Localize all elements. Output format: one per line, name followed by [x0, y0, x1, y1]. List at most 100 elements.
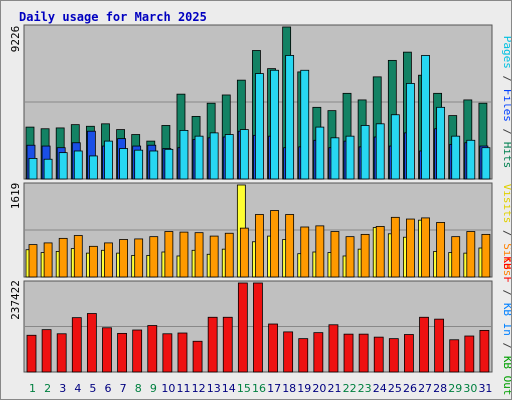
sites-bar [421, 217, 430, 278]
legend-segment: KB In [501, 303, 511, 336]
pages-bar [224, 134, 234, 180]
pages-bar [481, 147, 491, 180]
sites-bar [43, 242, 53, 278]
day-label: 20 [312, 382, 326, 395]
kbf-bar [388, 338, 399, 373]
day-label: 3 [59, 382, 66, 395]
middle-legend-label: Visits / Sites [501, 184, 511, 277]
day-label: 24 [373, 382, 387, 395]
legend-segment: / [501, 283, 511, 303]
pages-bar [300, 69, 310, 180]
legend-segment: Sites [501, 243, 511, 276]
sites-bar [239, 227, 249, 278]
kbf-bar [283, 331, 294, 373]
day-label: 7 [120, 382, 127, 395]
day-axis-labels: 1 2 3 4 5 6 7 8 9 10 11 12 13 14 15 16 17 18 19 20 21 22 23 24 2… [29, 382, 492, 395]
kbf-bar [207, 316, 218, 373]
pages-bar [88, 155, 98, 180]
day-label: 16 [252, 382, 266, 395]
legend-segment: / [501, 223, 511, 243]
pages-bar [28, 158, 38, 180]
day-label: 25 [388, 382, 402, 395]
day-label: 21 [327, 382, 341, 395]
sites-bar [194, 232, 204, 278]
sites-bar [209, 235, 219, 278]
kbf-bar [449, 339, 460, 373]
pages-bar [58, 152, 68, 180]
sites-bar [300, 226, 310, 278]
day-label: 30 [463, 382, 477, 395]
sites-bar [360, 233, 370, 278]
pages-bar [451, 135, 461, 180]
left-axis-labels: 9226 1619 237422 [9, 26, 22, 320]
chart-title: Daily usage for March 2025 [19, 10, 207, 24]
sites-bar [73, 235, 83, 278]
kbf-bar [343, 333, 354, 373]
sites-bar [466, 231, 476, 278]
kbf-bar [162, 333, 173, 373]
pages-bar [73, 150, 83, 180]
sites-bar [375, 226, 385, 278]
pages-bar [390, 114, 400, 180]
sites-bar [255, 214, 264, 278]
day-label: 15 [237, 382, 251, 395]
kbf-bar [222, 316, 233, 373]
day-label: 17 [267, 382, 281, 395]
sites-bar [224, 232, 234, 278]
sites-bar [104, 242, 113, 278]
kbf-bar [177, 332, 188, 373]
day-label: 5 [89, 382, 96, 395]
pages-bar [285, 55, 295, 180]
sites-bar [28, 244, 38, 278]
kbf-bar [102, 327, 112, 373]
day-label: 22 [343, 382, 357, 395]
top-legend-label: Pages / Files / Hits [501, 36, 511, 169]
pages-bar [209, 132, 219, 180]
day-label: 23 [358, 382, 372, 395]
day-label: 11 [177, 382, 191, 395]
pages-bar [466, 139, 476, 180]
pages-bar [421, 55, 430, 180]
pages-bar [315, 126, 325, 180]
kbf-bar [237, 282, 248, 373]
day-label: 8 [135, 382, 142, 395]
day-label: 28 [433, 382, 447, 395]
pages-bar [194, 135, 204, 180]
kbf-bar [373, 336, 384, 373]
pages-bar [270, 69, 279, 180]
kbf-bar [117, 332, 127, 373]
bottom-panel [23, 280, 493, 373]
sites-bar [149, 236, 159, 278]
sites-bar [481, 233, 491, 278]
sites-bar [164, 231, 174, 278]
pages-bar [406, 83, 415, 180]
pages-bar [164, 148, 174, 180]
pages-bar [330, 137, 340, 180]
pages-bar [149, 150, 159, 180]
pages-bar [119, 148, 128, 180]
day-label: 27 [418, 382, 432, 395]
kbf-bar [404, 334, 414, 373]
sites-bar [58, 237, 68, 278]
sites-bar [88, 245, 98, 278]
pages-bar [375, 123, 385, 180]
kbf-bar [56, 333, 67, 373]
sites-bar [315, 225, 325, 278]
legend-segment: Pages [501, 36, 511, 69]
kbf-bar [419, 316, 429, 373]
kbf-bar [268, 323, 278, 373]
kbf-bar [253, 282, 263, 373]
top-panel [23, 24, 493, 180]
day-label: 10 [161, 382, 175, 395]
kbf-bar [298, 338, 309, 373]
legend-segment: / [501, 69, 511, 89]
legend-segment: KB Out [501, 356, 511, 396]
pages-bar [134, 149, 144, 180]
day-label: 6 [105, 382, 112, 395]
pages-bar [360, 125, 370, 180]
day-label: 9 [150, 382, 157, 395]
middle-panel [23, 182, 493, 278]
chart-panels [23, 24, 493, 373]
